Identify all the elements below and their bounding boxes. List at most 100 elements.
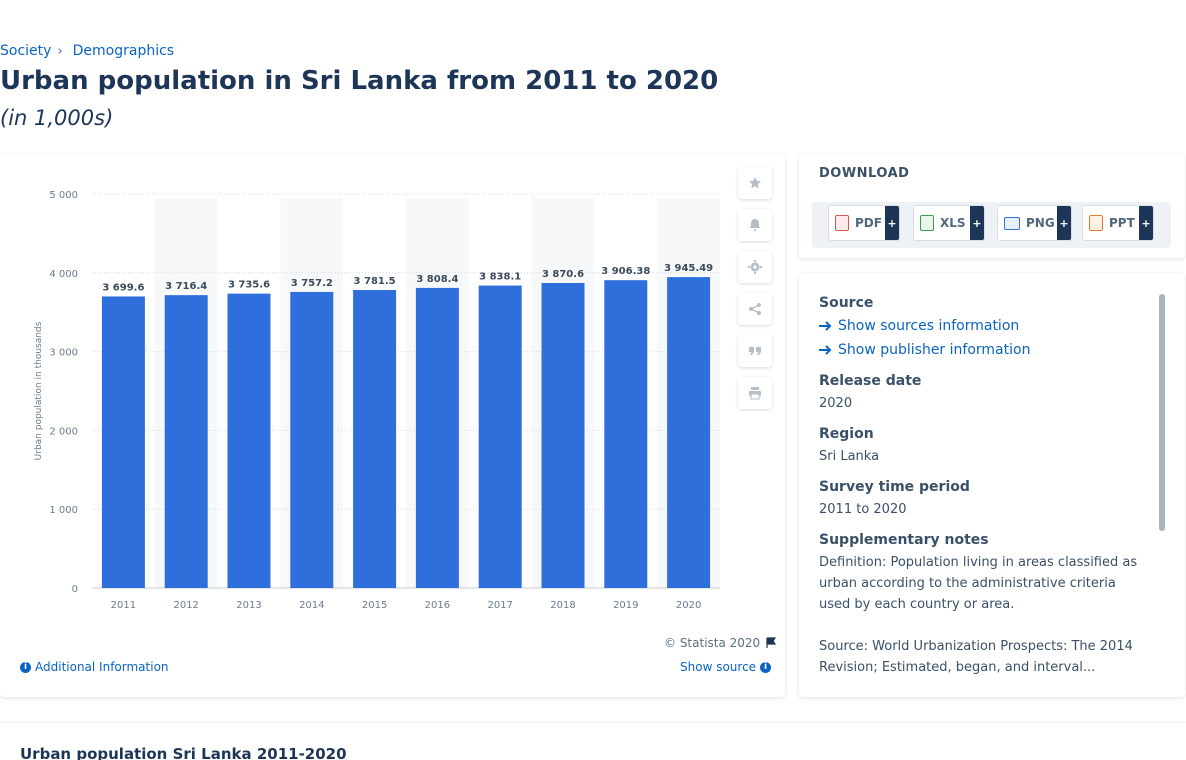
source-heading: Source bbox=[819, 295, 874, 311]
breadcrumb-demographics-link[interactable]: Demographics bbox=[72, 43, 175, 59]
x-tick-label: 2020 bbox=[676, 600, 701, 611]
bar-2018 bbox=[541, 282, 585, 588]
source-scrollbar[interactable] bbox=[1159, 294, 1165, 531]
show-publisher-link[interactable]: Show publisher information bbox=[819, 339, 1149, 361]
x-tick-label: 2018 bbox=[550, 600, 575, 611]
additional-information-link[interactable]: i Additional Information bbox=[20, 660, 169, 674]
x-tick-label: 2019 bbox=[613, 600, 638, 611]
gear-icon bbox=[748, 260, 762, 274]
chart-card: 0 1 000 2 000 3 000 4 000 5 000 Urban populati… bbox=[0, 154, 785, 697]
bar-2013 bbox=[227, 293, 271, 588]
download-ppt-plus[interactable]: + bbox=[1139, 206, 1153, 240]
quote-icon bbox=[749, 347, 761, 355]
bar-2016 bbox=[415, 287, 459, 588]
region-value: Sri Lanka bbox=[819, 449, 880, 464]
data-label: 3 781.5 bbox=[354, 276, 396, 287]
share-icon bbox=[749, 303, 761, 315]
notes-source: Source: World Urbanization Prospects: Th… bbox=[819, 639, 1133, 675]
chart-copyright: © Statista 2020 bbox=[664, 636, 777, 650]
x-tick-label: 2015 bbox=[362, 600, 387, 611]
notification-button[interactable] bbox=[738, 209, 772, 241]
data-label: 3 906.38 bbox=[601, 266, 650, 277]
download-pdf-button[interactable]: PDF + bbox=[828, 205, 900, 241]
page-title: Urban population in Sri Lanka from 2011 … bbox=[0, 66, 719, 96]
settings-button[interactable] bbox=[738, 251, 772, 283]
survey-period-heading: Survey time period bbox=[819, 479, 970, 495]
bar-chart: 0 1 000 2 000 3 000 4 000 5 000 Urban populati… bbox=[34, 190, 720, 611]
data-label: 3 735.6 bbox=[228, 280, 270, 291]
bar-2011 bbox=[101, 296, 145, 588]
arrow-right-icon bbox=[819, 321, 832, 331]
download-buttons: PDF + XLS + PNG + PPT + bbox=[812, 202, 1171, 248]
breadcrumb-society-link[interactable]: Society bbox=[0, 43, 52, 59]
copyright-text: © Statista 2020 bbox=[664, 636, 761, 650]
y-tick-label: 5 000 bbox=[49, 190, 78, 201]
supplementary-notes-heading: Supplementary notes bbox=[819, 532, 989, 548]
download-png-plus[interactable]: + bbox=[1057, 206, 1071, 240]
show-publisher-label: Show publisher information bbox=[838, 342, 1031, 358]
download-card: DOWNLOAD PDF + XLS + PNG + PPT + bbox=[799, 154, 1185, 258]
download-png-label: PNG bbox=[1026, 216, 1055, 230]
x-tick-label: 2014 bbox=[299, 600, 324, 611]
x-tick-label: 2012 bbox=[173, 600, 198, 611]
download-xls-button[interactable]: XLS + bbox=[913, 205, 985, 241]
data-label: 3 870.6 bbox=[542, 269, 584, 280]
xls-file-icon bbox=[920, 215, 934, 231]
y-tick-label: 0 bbox=[72, 584, 78, 595]
region-heading: Region bbox=[819, 426, 874, 442]
data-label: 3 716.4 bbox=[165, 281, 207, 292]
breadcrumb: Society › Demographics bbox=[0, 43, 174, 59]
additional-information-label: Additional Information bbox=[35, 660, 169, 674]
flag-icon[interactable] bbox=[766, 637, 777, 649]
download-ppt-label: PPT bbox=[1109, 216, 1135, 230]
x-tick-label: 2017 bbox=[487, 600, 512, 611]
ppt-file-icon bbox=[1089, 215, 1103, 231]
show-sources-link[interactable]: Show sources information bbox=[819, 315, 1149, 337]
print-button[interactable] bbox=[738, 377, 772, 409]
download-pdf-label: PDF bbox=[855, 216, 882, 230]
download-ppt-button[interactable]: PPT + bbox=[1082, 205, 1154, 241]
bar-2015 bbox=[353, 290, 397, 588]
download-pdf-plus[interactable]: + bbox=[885, 206, 899, 240]
y-tick-label: 3 000 bbox=[49, 348, 78, 359]
source-details: Source Show sources information Show pub… bbox=[819, 295, 1149, 696]
download-xls-plus[interactable]: + bbox=[970, 206, 984, 240]
y-tick-label: 4 000 bbox=[49, 269, 78, 280]
data-label: 3 757.2 bbox=[291, 278, 333, 289]
print-icon bbox=[749, 387, 761, 400]
release-date-heading: Release date bbox=[819, 373, 922, 389]
y-axis-label: Urban population in thousands bbox=[34, 321, 44, 460]
x-tick-label: 2011 bbox=[111, 600, 136, 611]
chart-tools bbox=[738, 167, 772, 409]
download-xls-label: XLS bbox=[940, 216, 966, 230]
bar-2019 bbox=[604, 280, 648, 588]
download-png-button[interactable]: PNG + bbox=[997, 205, 1072, 241]
info-icon: i bbox=[760, 661, 772, 673]
pdf-file-icon bbox=[835, 215, 849, 231]
bar-2020 bbox=[667, 277, 711, 588]
favorite-button[interactable] bbox=[738, 167, 772, 199]
data-label: 3 838.1 bbox=[479, 272, 521, 283]
bell-icon bbox=[749, 219, 761, 231]
statistic-title: Urban population Sri Lanka 2011-2020 bbox=[20, 745, 347, 760]
breadcrumb-separator: › bbox=[57, 43, 63, 59]
cite-button[interactable] bbox=[738, 335, 772, 367]
star-icon bbox=[749, 177, 761, 189]
bar-2017 bbox=[478, 285, 522, 588]
release-date-value: 2020 bbox=[819, 396, 853, 411]
png-file-icon bbox=[1004, 216, 1020, 230]
source-card: Source Show sources information Show pub… bbox=[799, 273, 1185, 697]
bar-2012 bbox=[164, 295, 208, 588]
y-tick-label: 2 000 bbox=[49, 426, 78, 437]
statistic-title-card: Urban population Sri Lanka 2011-2020 bbox=[0, 723, 1186, 760]
y-tick-label: 1 000 bbox=[49, 505, 78, 516]
data-label: 3 808.4 bbox=[416, 274, 458, 285]
x-tick-label: 2016 bbox=[425, 600, 450, 611]
download-title: DOWNLOAD bbox=[819, 166, 910, 181]
notes-definition: Definition: Population living in areas c… bbox=[819, 555, 1138, 612]
bar-2014 bbox=[290, 291, 334, 588]
arrow-right-icon bbox=[819, 345, 832, 355]
show-source-link[interactable]: Show source i bbox=[680, 660, 772, 674]
data-label: 3 945.49 bbox=[664, 263, 713, 274]
share-button[interactable] bbox=[738, 293, 772, 325]
